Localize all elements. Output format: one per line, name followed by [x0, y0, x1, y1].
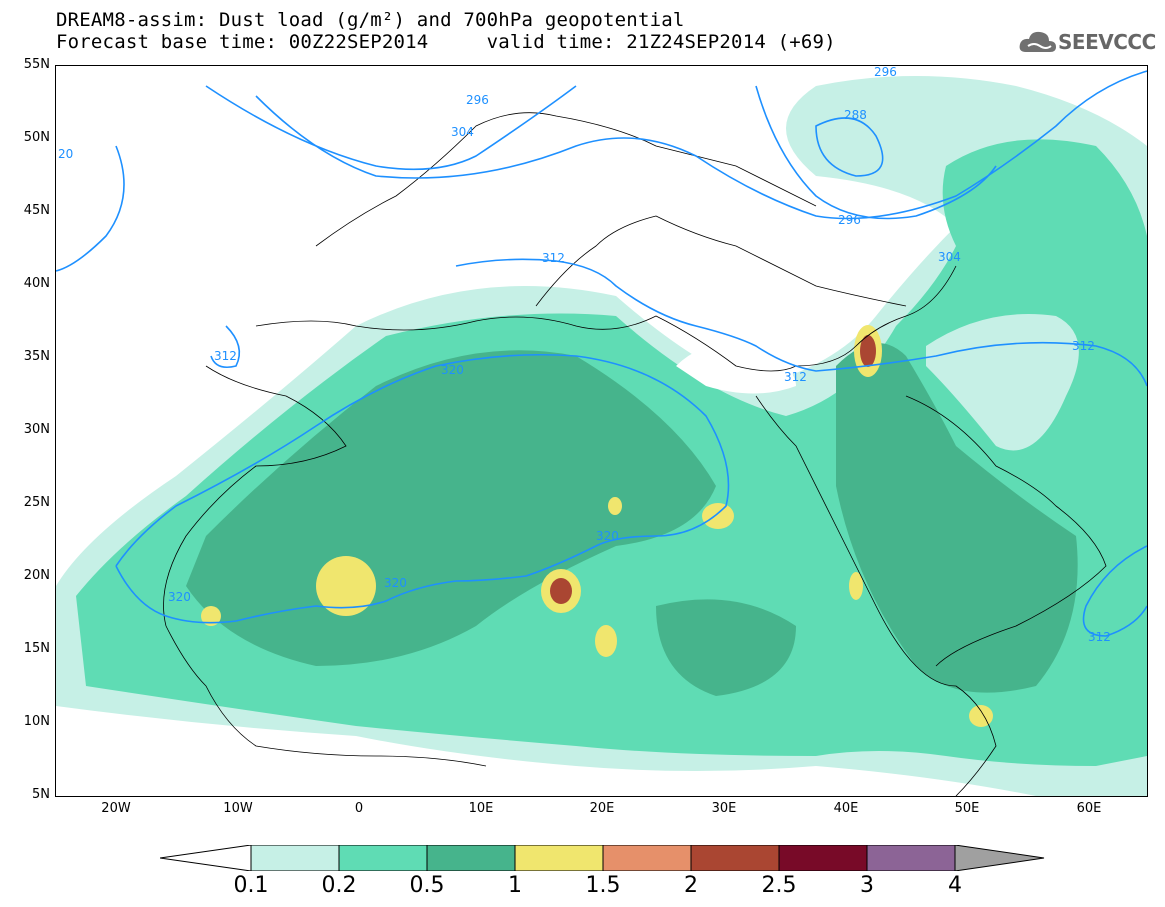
dust-hotspot-syria-core [860, 335, 876, 367]
lat-label: 20N [23, 568, 50, 583]
lon-label: 40E [833, 801, 859, 816]
lon-label: 0 [354, 801, 364, 816]
dust-hotspot-libya [608, 497, 622, 515]
contour-label: 320 [384, 576, 407, 590]
contour-label: 304 [451, 125, 474, 139]
colorbar-label: 0.1 [233, 873, 269, 898]
colorbar-swatch [778, 845, 868, 871]
dust-hotspot-somalia [969, 705, 993, 727]
contour-label: 288 [844, 108, 867, 122]
lon-label: 10W [223, 801, 253, 816]
dust-hotspot-chad-core [550, 578, 572, 604]
colorbar-right-arrow [954, 845, 1045, 871]
chart-subtitle: Forecast base time: 00Z22SEP2014 valid t… [56, 31, 836, 53]
dust-region-0.5-sahel [656, 599, 796, 696]
lat-label: 50N [23, 130, 50, 145]
contour-label: 20 [58, 147, 73, 161]
dust-region-0.5-arabia [836, 343, 1078, 693]
lat-label: 15N [23, 641, 50, 656]
colorbar-swatch [514, 845, 604, 871]
colorbar-label: 0.2 [321, 873, 357, 898]
lon-label: 60E [1076, 801, 1102, 816]
dust-hotspot-eritrea [849, 572, 863, 600]
colorbar-swatch [426, 845, 516, 871]
colorbar-label: 2 [684, 873, 698, 898]
logo-text: SEEVCCC [1058, 30, 1156, 54]
lon-label: 30E [711, 801, 737, 816]
contour-label: 312 [542, 251, 565, 265]
clear-mediterranean [676, 343, 796, 394]
colorbar-label: 4 [948, 873, 962, 898]
colorbar-label: 2.5 [761, 873, 797, 898]
contour-label: 312 [1072, 339, 1095, 353]
clear-iran [926, 314, 1079, 451]
lat-label: 35N [23, 349, 50, 364]
contour-label: 296 [466, 93, 489, 107]
lat-label: 10N [23, 714, 50, 729]
contour-labels: 296 296 304 304 288 296 312 312 312 320 … [58, 65, 1111, 644]
seevccc-logo: SEEVCCC [1018, 26, 1158, 58]
lat-label: 30N [23, 422, 50, 437]
contour-label: 320 [596, 529, 619, 543]
chart-title: DREAM8-assim: Dust load (g/m²) and 700hP… [56, 9, 685, 31]
colorbar-swatch [250, 845, 340, 871]
lon-label: 20W [101, 801, 131, 816]
colorbar-label: 1 [508, 873, 522, 898]
contour-label: 296 [838, 213, 861, 227]
cloud-icon [1019, 31, 1056, 52]
colorbar-left-arrow [160, 845, 252, 871]
contour-label: 296 [874, 66, 897, 79]
lon-label: 10E [468, 801, 494, 816]
lat-label: 55N [23, 57, 50, 72]
contour-label: 320 [168, 590, 191, 604]
lat-label: 25N [23, 495, 50, 510]
colorbar-label: 1.5 [585, 873, 621, 898]
contour-label: 312 [1088, 630, 1111, 644]
colorbar-label: 0.5 [409, 873, 445, 898]
lon-label: 20E [589, 801, 615, 816]
dust-hotspot-egypt [702, 503, 734, 529]
dust-hotspot-mali [316, 556, 376, 616]
dust-hotspot-mauritania [201, 606, 221, 626]
contour-label: 312 [214, 349, 237, 363]
contour-label: 320 [441, 363, 464, 377]
colorbar-swatch [602, 845, 692, 871]
contour-label: 304 [938, 250, 961, 264]
dust-map: 296 296 304 304 288 296 312 312 312 320 … [55, 65, 1148, 797]
map-frame: 296 296 304 304 288 296 312 312 312 320 … [55, 65, 1148, 797]
lat-label: 45N [23, 203, 50, 218]
contour-label: 312 [784, 370, 807, 384]
lon-label: 50E [954, 801, 980, 816]
colorbar-swatch [690, 845, 780, 871]
colorbar-swatch [866, 845, 956, 871]
colorbar-swatch [338, 845, 428, 871]
lat-label: 40N [23, 276, 50, 291]
colorbar [160, 845, 1045, 871]
dust-hotspot-sudan [595, 625, 617, 657]
colorbar-label: 3 [860, 873, 874, 898]
lat-label: 5N [32, 787, 50, 802]
geopotential-contours [55, 70, 1148, 637]
